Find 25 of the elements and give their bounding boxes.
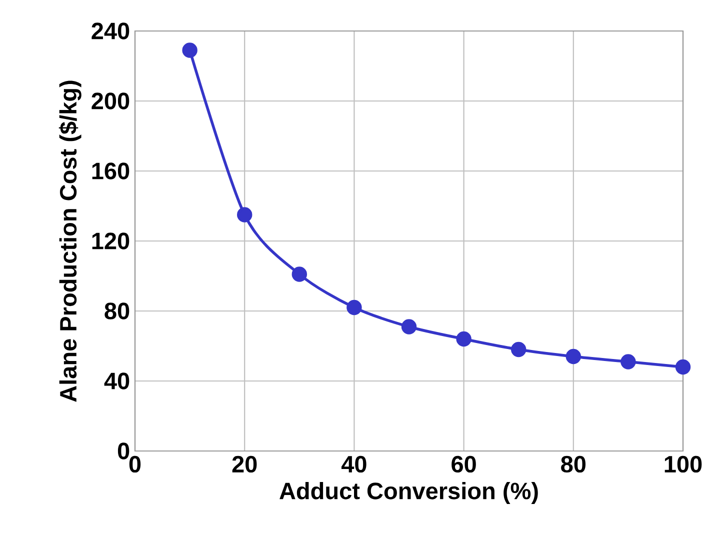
point: [182, 42, 198, 58]
y-tick-label: 240: [92, 22, 130, 40]
point: [620, 354, 636, 370]
point: [292, 266, 308, 282]
point: [401, 319, 417, 334]
point: [675, 359, 691, 375]
x-tick-label: 20: [232, 456, 257, 473]
point: [346, 300, 362, 316]
x-axis-title: Adduct Conversion (%): [280, 482, 538, 504]
point: [510, 342, 526, 358]
y-tick-label: 80: [104, 302, 130, 320]
y-tick-label: 40: [104, 372, 130, 390]
x-tick-label: 60: [452, 456, 476, 473]
x-tick-label: 80: [561, 456, 586, 473]
y-tick-label: 160: [92, 162, 130, 180]
x-tick-label: 0: [129, 456, 141, 473]
y-axis-title: Alane Production Cost ($/kg): [58, 80, 82, 402]
point: [456, 331, 472, 347]
point: [236, 207, 252, 222]
point: [566, 348, 582, 364]
x-tick-label: 40: [341, 456, 366, 473]
y-tick-label: 0: [118, 442, 130, 460]
y-tick-label: 120: [92, 232, 130, 250]
x-tick-label: 100: [664, 456, 702, 473]
y-tick-label: 200: [92, 92, 130, 110]
